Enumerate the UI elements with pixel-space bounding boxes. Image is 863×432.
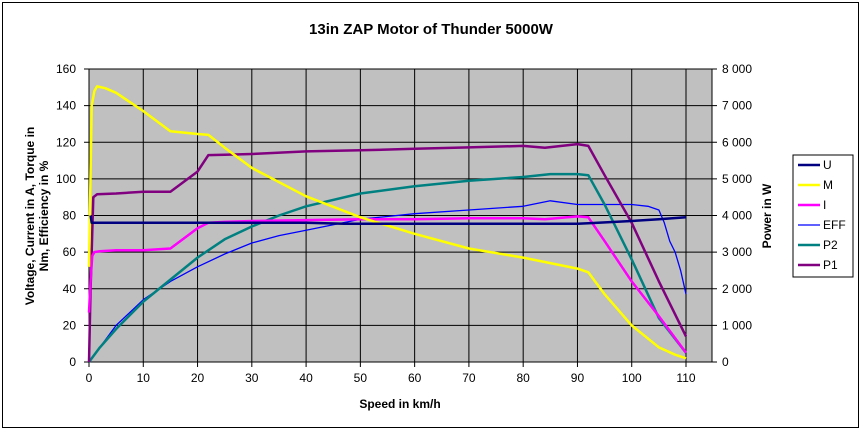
- y-tick-label: 0: [69, 355, 76, 369]
- y-axis-ticks: 0 20 40 60 80 100 120 140 160: [56, 62, 76, 369]
- y2-axis-label: Power in W: [760, 183, 774, 248]
- x-axis-ticks: 0 10 20 30 40 50 60 70 80 90 100 110: [86, 371, 696, 385]
- series-line-p1: [87, 142, 688, 363]
- legend: UMI EFF P2 P1: [792, 154, 854, 278]
- y2-tick-label: 3 000: [722, 245, 752, 259]
- x-tick-label: 80: [517, 371, 531, 385]
- x-tick-label: 50: [354, 371, 368, 385]
- legend-label-m: M: [823, 178, 833, 192]
- x-tick-label: 30: [245, 371, 259, 385]
- gridlines: [89, 68, 712, 362]
- series-line-i: [87, 215, 688, 354]
- y2-tick-label: 4 000: [722, 209, 752, 223]
- x-tick-label: 10: [137, 371, 151, 385]
- y-tick-label: 120: [56, 135, 76, 149]
- legend-label-p1: P1: [823, 258, 838, 272]
- y2-tick-label: 5 000: [722, 172, 752, 186]
- x-tick-label: 90: [571, 371, 585, 385]
- series-line-u: [89, 215, 687, 225]
- series-lines: [87, 85, 688, 363]
- x-axis-label: Speed in km/h: [359, 397, 440, 411]
- legend-label-p2: P2: [823, 238, 838, 252]
- y2-tick-label: 1 000: [722, 318, 752, 332]
- y2-tick-label: 0: [722, 355, 729, 369]
- y-tick-label: 140: [56, 99, 76, 113]
- x-tick-label: 40: [299, 371, 313, 385]
- chart-title: 13in ZAP Motor of Thunder 5000W: [309, 21, 554, 38]
- y2-tick-label: 6 000: [722, 135, 752, 149]
- y-tick-label: 60: [63, 245, 77, 259]
- x-tick-label: 100: [622, 371, 642, 385]
- y-axis-label-line1: Voltage, Current in A, Torque in: [23, 127, 37, 305]
- legend-label-eff: EFF: [823, 218, 846, 232]
- x-tick-label: 20: [191, 371, 205, 385]
- y-tick-label: 40: [63, 282, 77, 296]
- series-line-m: [87, 85, 687, 360]
- x-tick-label: 70: [462, 371, 476, 385]
- y-tick-label: 20: [63, 318, 77, 332]
- y-tick-label: 100: [56, 172, 76, 186]
- y-tick-label: 80: [63, 209, 77, 223]
- legend-label-u: U: [823, 158, 832, 172]
- legend-box: [792, 154, 854, 278]
- y-tick-label: 160: [56, 62, 76, 76]
- legend-label-i: I: [823, 198, 826, 212]
- y2-axis-ticks: 0 1 000 2 000 3 000 4 000 5 000 6 000 7 000 8 00…: [722, 62, 752, 369]
- y2-tick-label: 7 000: [722, 99, 752, 113]
- x-tick-label: 0: [86, 371, 93, 385]
- series-line-eff: [88, 200, 687, 363]
- series-line-p2: [87, 172, 687, 363]
- y2-tick-label: 2 000: [722, 282, 752, 296]
- y2-tick-label: 8 000: [722, 62, 752, 76]
- y-axis-label-line2: Nm, Efficiency in %: [37, 160, 51, 271]
- x-tick-label: 60: [408, 371, 422, 385]
- x-tick-label: 110: [676, 371, 695, 385]
